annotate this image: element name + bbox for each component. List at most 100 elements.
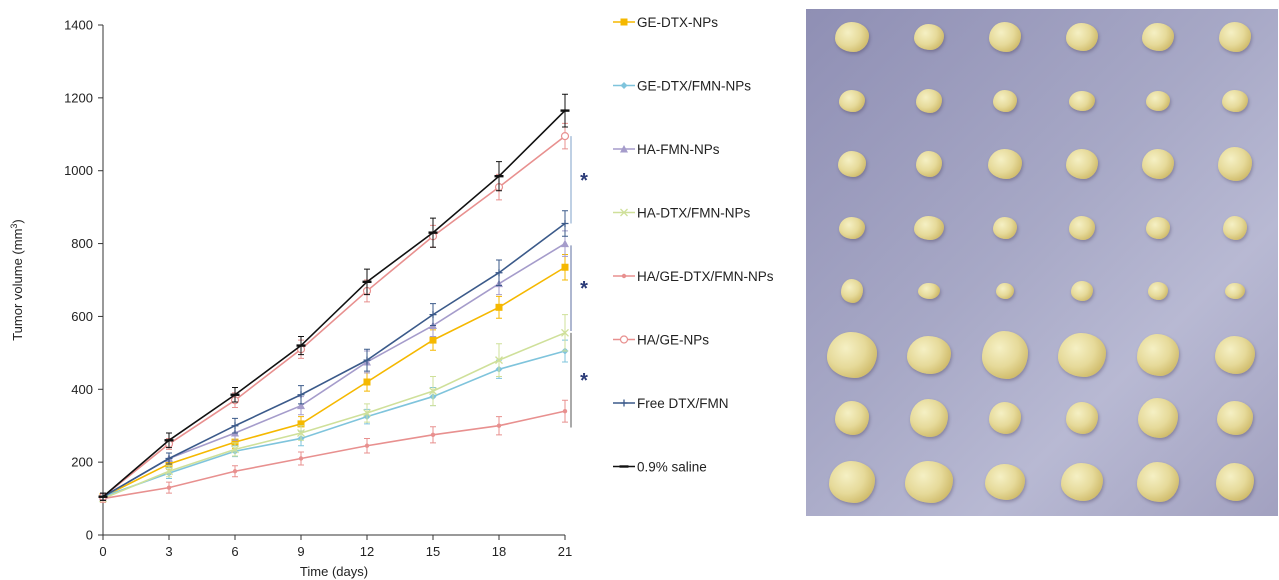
y-axis-title: Tumor volume (mm3) — [9, 219, 25, 341]
data-point — [430, 432, 436, 438]
tumor-sample — [989, 22, 1021, 52]
legend-swatch-marker — [620, 399, 628, 407]
y-tick-label: 0 — [86, 528, 93, 543]
significance-star: * — [580, 170, 588, 192]
tumor-sample — [985, 463, 1025, 500]
y-tick-label: 1000 — [64, 163, 93, 178]
data-point — [429, 311, 437, 319]
data-point — [231, 445, 239, 454]
series-ha-ge-dtx-fmn-nps — [100, 399, 568, 503]
tumor-sample — [1217, 147, 1252, 181]
series-line — [102, 410, 566, 500]
legend-label: Free DTX/FMN — [637, 396, 729, 411]
chart-legend: GE-DTX-NPs GE-DTX/FMN-NPs HA-FMN-NPs HA-DTX… — [613, 15, 774, 475]
data-point — [561, 220, 569, 228]
tumor-sample — [915, 151, 942, 177]
chart-axes — [102, 25, 565, 536]
tumor-sample — [904, 460, 953, 503]
tumor-sample — [913, 215, 944, 240]
data-point — [298, 456, 304, 461]
data-point — [561, 239, 569, 248]
series-line — [102, 350, 566, 498]
series-free-dtx-fmn — [99, 210, 569, 501]
legend-swatch-marker — [620, 82, 628, 89]
series-line — [102, 266, 566, 498]
significance-star: * — [580, 278, 588, 300]
tumor-sample — [839, 89, 865, 112]
data-point — [297, 420, 305, 428]
tumor-sample — [1142, 23, 1174, 51]
tumor-sample — [827, 331, 877, 378]
tumor-sample — [1138, 398, 1178, 438]
x-tick-label: 12 — [360, 544, 374, 559]
series-line — [102, 110, 566, 498]
tumor-sample — [1068, 215, 1095, 240]
tumor-sample — [989, 402, 1021, 434]
legend-swatch-marker — [621, 273, 627, 279]
legend-label: HA/GE-NPs — [637, 333, 709, 348]
y-axis-ticks: 0 200 400 600 800 1000 1200 1400 — [64, 18, 103, 543]
chart-series — [98, 93, 570, 503]
series-line — [102, 222, 566, 498]
tumor-sample — [993, 216, 1017, 239]
tumor-sample — [1146, 90, 1170, 111]
legend-entry: Free DTX/FMN — [613, 396, 729, 411]
y-tick-label: 600 — [71, 309, 93, 324]
tumor-sample — [835, 22, 869, 52]
legend-label: HA-DTX/FMN-NPs — [637, 206, 750, 221]
x-tick-label: 18 — [492, 544, 506, 559]
legend-label: GE-DTX-NPs — [637, 15, 718, 30]
x-tick-label: 15 — [426, 544, 440, 559]
y-tick-label: 200 — [71, 455, 93, 470]
tumor-volume-chart: 0 200 400 600 800 1000 1200 1400 0 3 6 9 12 15 18 21 *… — [9, 15, 774, 579]
data-point — [231, 422, 239, 430]
tumor-sample — [906, 335, 951, 374]
tumor-sample — [1068, 90, 1095, 111]
legend-label: GE-DTX/FMN-NPs — [637, 79, 751, 94]
tumor-sample — [829, 460, 875, 503]
data-point — [495, 356, 503, 365]
data-point — [363, 356, 371, 364]
x-axis-ticks: 0 3 6 9 12 15 18 21 — [99, 535, 572, 559]
tumor-sample — [1215, 462, 1254, 501]
significance-annotations: * * * — [570, 136, 588, 428]
legend-swatch-marker — [620, 145, 628, 153]
legend-entry: HA-DTX/FMN-NPs — [613, 206, 750, 221]
tumor-sample — [993, 89, 1017, 112]
data-point — [165, 467, 173, 476]
tumor-sample — [838, 151, 866, 177]
tumor-sample — [1218, 22, 1251, 52]
tumor-sample — [1214, 335, 1255, 374]
data-point — [496, 423, 502, 428]
x-axis-title: Time (days) — [300, 564, 368, 579]
legend-entry: HA/GE-NPs — [613, 333, 709, 348]
legend-entry: 0.9% saline — [613, 460, 707, 475]
tumor-sample — [1057, 332, 1106, 377]
x-tick-label: 6 — [231, 544, 238, 559]
data-point — [297, 429, 305, 437]
data-point — [297, 391, 305, 399]
tumor-sample — [1137, 461, 1179, 502]
legend-entry: GE-DTX/FMN-NPs — [613, 79, 751, 94]
data-point — [363, 378, 371, 386]
legend-swatch-marker — [620, 18, 628, 26]
data-point — [495, 269, 503, 277]
tumor-sample — [1065, 149, 1098, 179]
legend-label: HA-FMN-NPs — [637, 142, 720, 157]
data-point — [297, 401, 305, 410]
legend-swatch-marker — [619, 335, 629, 344]
data-point — [165, 455, 173, 462]
x-tick-label: 21 — [558, 544, 572, 559]
legend-entry: GE-DTX-NPs — [613, 15, 718, 30]
data-point — [166, 485, 172, 490]
tumor-sample — [1065, 23, 1098, 51]
tumor-sample — [1222, 215, 1247, 240]
tumor-sample — [1148, 282, 1168, 300]
tumor-sample — [909, 399, 948, 437]
x-tick-label: 9 — [297, 544, 304, 559]
legend-entry: HA/GE-DTX/FMN-NPs — [613, 269, 774, 284]
legend-label: 0.9% saline — [637, 460, 707, 475]
tumor-sample — [1060, 462, 1103, 501]
tumor-sample — [913, 24, 944, 50]
tumor-sample — [1070, 281, 1093, 301]
